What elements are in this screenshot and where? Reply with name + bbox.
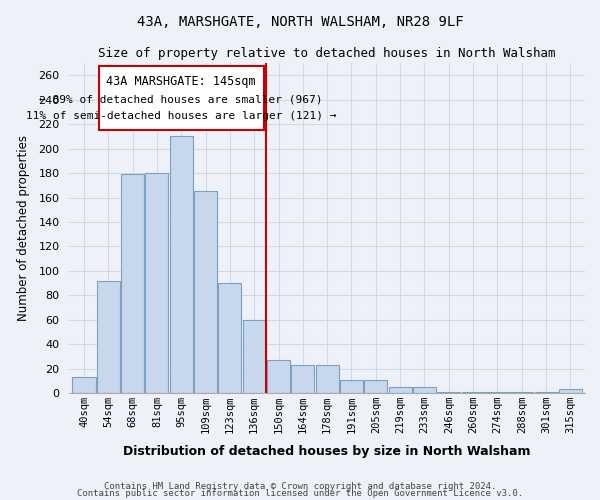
Bar xyxy=(267,360,290,393)
Text: 11% of semi-detached houses are larger (121) →: 11% of semi-detached houses are larger (… xyxy=(26,111,337,121)
Bar xyxy=(218,283,241,393)
X-axis label: Distribution of detached houses by size in North Walsham: Distribution of detached houses by size … xyxy=(124,444,531,458)
Bar xyxy=(559,390,582,393)
Bar xyxy=(242,320,266,393)
Bar xyxy=(73,377,95,393)
Bar xyxy=(145,173,169,393)
Bar xyxy=(510,392,533,393)
Bar xyxy=(389,387,412,393)
Bar xyxy=(437,392,460,393)
Text: Contains HM Land Registry data © Crown copyright and database right 2024.: Contains HM Land Registry data © Crown c… xyxy=(104,482,496,491)
Bar xyxy=(121,174,144,393)
Bar xyxy=(413,387,436,393)
Bar xyxy=(170,136,193,393)
Text: 43A MARSHGATE: 145sqm: 43A MARSHGATE: 145sqm xyxy=(106,75,256,88)
Bar xyxy=(461,392,485,393)
Bar xyxy=(292,365,314,393)
Text: ← 89% of detached houses are smaller (967): ← 89% of detached houses are smaller (96… xyxy=(40,94,323,104)
Text: Contains public sector information licensed under the Open Government Licence v3: Contains public sector information licen… xyxy=(77,490,523,498)
Bar xyxy=(535,392,557,393)
Y-axis label: Number of detached properties: Number of detached properties xyxy=(17,135,30,321)
FancyBboxPatch shape xyxy=(98,66,264,130)
Bar xyxy=(340,380,363,393)
Bar xyxy=(194,192,217,393)
Text: 43A, MARSHGATE, NORTH WALSHAM, NR28 9LF: 43A, MARSHGATE, NORTH WALSHAM, NR28 9LF xyxy=(137,15,463,29)
Bar xyxy=(364,380,388,393)
Title: Size of property relative to detached houses in North Walsham: Size of property relative to detached ho… xyxy=(98,48,556,60)
Bar xyxy=(97,280,120,393)
Bar xyxy=(316,365,339,393)
Bar xyxy=(486,392,509,393)
